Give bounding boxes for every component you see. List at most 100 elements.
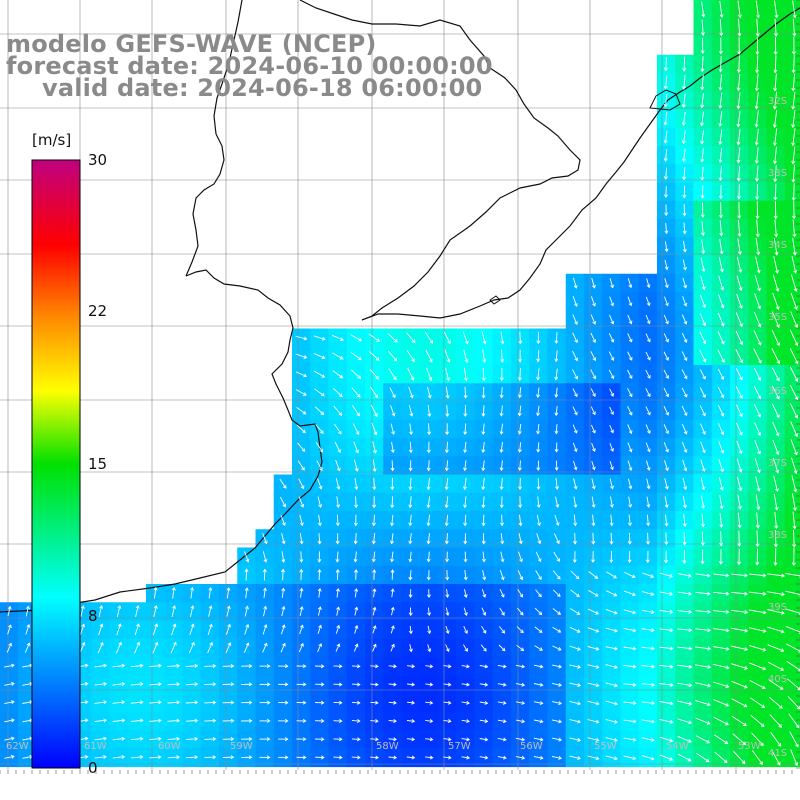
lat-label: 33S — [768, 168, 788, 179]
wind-arrow — [204, 682, 217, 687]
wind-arrow — [791, 164, 796, 183]
wind-arrow — [259, 682, 271, 687]
wind-arrow — [646, 478, 651, 490]
wind-arrow — [623, 609, 637, 615]
wind-arrow — [663, 93, 668, 108]
wind-arrow — [533, 701, 544, 706]
wind-arrow — [97, 641, 104, 654]
wind-arrow — [372, 441, 377, 454]
wind-arrow — [351, 700, 361, 705]
wind-arrow — [406, 350, 415, 363]
wind-arrow — [646, 532, 650, 545]
wind-arrow — [278, 755, 289, 760]
wind-arrow — [773, 475, 779, 493]
wind-arrow — [587, 719, 600, 724]
wind-speed-cell — [784, 492, 800, 512]
wind-arrow — [791, 475, 798, 493]
wind-arrow — [390, 551, 395, 563]
wind-arrow — [241, 755, 253, 760]
wind-arrow — [500, 551, 505, 563]
wind-arrow — [587, 755, 600, 761]
wind-arrow — [481, 367, 486, 382]
wind-arrow — [572, 388, 578, 398]
wind-arrow — [463, 607, 468, 616]
wind-arrow — [772, 91, 778, 110]
wind-arrow — [4, 663, 15, 668]
wind-arrow — [500, 514, 504, 527]
wind-arrow — [608, 351, 615, 361]
wind-arrow — [149, 700, 162, 705]
wind-arrow — [609, 388, 614, 397]
wind-speed-cell — [784, 456, 800, 476]
wind-arrow — [753, 367, 762, 381]
wind-speed-cell — [784, 109, 800, 129]
wind-arrow — [717, 331, 725, 345]
wind-arrow — [677, 718, 693, 725]
wind-arrow — [427, 405, 432, 418]
wind-arrow — [499, 423, 504, 435]
wind-speed-cells — [0, 0, 800, 768]
wind-arrow — [755, 165, 759, 182]
wind-arrow — [533, 682, 544, 687]
wind-arrow — [314, 664, 325, 669]
wind-arrow — [390, 460, 395, 472]
wind-arrow — [627, 387, 633, 398]
wind-arrow — [445, 423, 450, 436]
wind-arrow — [790, 749, 799, 767]
wind-arrow — [426, 589, 431, 599]
wind-arrow — [517, 387, 522, 399]
wind-arrow — [25, 623, 31, 635]
wind-arrow — [623, 646, 637, 651]
wind-arrow — [463, 514, 468, 527]
wind-arrow — [444, 533, 449, 545]
lon-label: 53W — [738, 741, 761, 752]
wind-arrow — [659, 682, 674, 687]
wind-arrow — [700, 477, 706, 491]
wind-arrow — [517, 570, 524, 581]
wind-arrow — [299, 606, 304, 617]
wind-arrow — [645, 388, 651, 398]
wind-arrow — [664, 550, 669, 564]
wind-arrow — [736, 422, 743, 436]
wind-arrow — [749, 662, 767, 671]
coastline — [0, 0, 800, 613]
wind-arrow — [700, 166, 705, 181]
lat-label: 39S — [768, 602, 788, 613]
wind-arrow — [534, 607, 543, 616]
wind-arrow — [700, 185, 705, 199]
wind-arrow — [681, 148, 686, 163]
wind-arrow — [497, 737, 507, 742]
wind-arrow — [372, 459, 377, 473]
wind-arrow — [241, 700, 253, 705]
wind-arrow — [244, 623, 250, 635]
wind-arrow — [445, 644, 450, 653]
wind-arrow — [112, 718, 126, 723]
wind-arrow — [149, 663, 162, 668]
wind-arrow — [659, 609, 674, 615]
wind-arrow — [79, 623, 86, 636]
wind-arrow — [500, 533, 505, 545]
wind-arrow — [372, 496, 377, 509]
model-title: modelo GEFS-WAVE (NCEP) — [6, 30, 377, 58]
wind-arrow — [627, 532, 632, 545]
wind-arrow — [774, 0, 779, 19]
wind-arrow — [681, 405, 688, 417]
wind-arrow — [463, 460, 467, 472]
wind-arrow — [499, 607, 505, 616]
wind-arrow — [731, 591, 749, 596]
wind-arrow — [313, 335, 326, 341]
wind-arrow — [732, 733, 747, 746]
wind-arrow — [204, 664, 217, 668]
wind-arrow — [259, 664, 271, 669]
wind-arrow — [712, 663, 730, 670]
wind-arrow — [591, 442, 596, 452]
wind-arrow — [754, 458, 761, 474]
wind-arrow — [736, 293, 743, 309]
wind-arrow — [461, 700, 470, 705]
wind-arrow — [149, 736, 162, 741]
wind-arrow — [699, 405, 706, 417]
wind-arrow — [278, 664, 289, 669]
wind-arrow — [659, 736, 674, 743]
wind-arrow — [701, 513, 706, 528]
wind-arrow — [755, 530, 760, 548]
